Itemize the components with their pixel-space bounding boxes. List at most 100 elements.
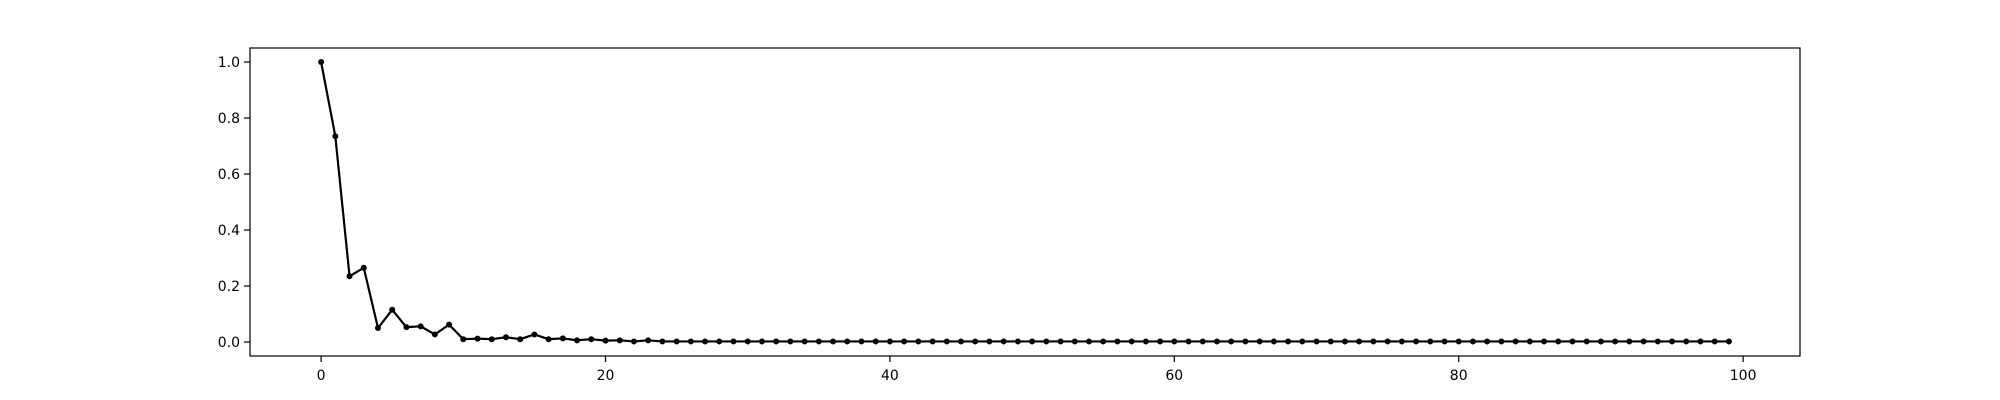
data-point-91	[1612, 338, 1619, 345]
y-tick-label: 0.8	[218, 111, 240, 127]
data-point-33	[787, 338, 794, 345]
data-point-94	[1654, 338, 1661, 345]
data-point-92	[1626, 338, 1633, 345]
data-point-22	[630, 338, 637, 345]
y-axis: 0.0 0.2 0.4 0.6 0.8 1.0	[218, 55, 250, 351]
y-tick-label: 0.2	[218, 279, 240, 295]
data-point-85	[1526, 338, 1533, 345]
data-point-50	[1029, 338, 1036, 345]
data-point-14	[517, 336, 524, 343]
data-point-60	[1171, 338, 1178, 345]
data-point-15	[531, 331, 538, 338]
x-tick-label: 20	[597, 368, 615, 384]
data-point-27	[702, 338, 709, 345]
data-point-26	[687, 338, 694, 345]
data-point-35	[815, 338, 822, 345]
data-point-4	[374, 325, 381, 331]
data-point-6	[403, 324, 410, 331]
data-point-12	[488, 336, 495, 343]
y-tick-label: 1.0	[218, 55, 240, 71]
x-tick-label: 100	[1730, 368, 1757, 384]
data-point-21	[616, 337, 623, 344]
data-point-68	[1285, 338, 1292, 345]
data-point-69	[1299, 338, 1306, 345]
data-point-3	[360, 264, 367, 271]
data-point-9	[446, 321, 453, 328]
data-point-43	[929, 338, 936, 345]
data-point-42	[915, 338, 922, 345]
data-point-7	[417, 323, 424, 330]
data-point-64	[1228, 338, 1235, 345]
data-point-56	[1114, 338, 1121, 345]
data-point-67	[1270, 338, 1277, 345]
x-tick-label: 80	[1450, 368, 1468, 384]
plot-frame	[249, 47, 1801, 357]
data-point-53	[1071, 338, 1078, 345]
data-point-37	[844, 338, 851, 345]
data-point-74	[1370, 338, 1377, 345]
data-point-24	[659, 338, 666, 345]
data-point-75	[1384, 338, 1391, 345]
x-tick-label: 40	[881, 368, 899, 384]
data-point-40	[886, 338, 893, 345]
x-axis: 0 20 40 60 80 100	[317, 356, 1757, 384]
data-point-83	[1498, 338, 1505, 345]
data-point-99	[1725, 338, 1732, 345]
data-point-98	[1711, 338, 1718, 345]
data-point-48	[1000, 338, 1007, 345]
data-point-66	[1256, 338, 1263, 345]
data-point-5	[389, 306, 396, 313]
data-point-54	[1085, 338, 1092, 345]
data-point-16	[545, 336, 552, 343]
data-point-84	[1512, 338, 1519, 345]
data-point-31	[758, 338, 765, 345]
data-point-13	[502, 334, 509, 341]
data-point-49	[1014, 338, 1021, 345]
data-point-62	[1199, 338, 1206, 345]
data-point-73	[1356, 338, 1363, 345]
data-point-18	[574, 337, 581, 344]
data-point-61	[1185, 338, 1192, 345]
data-point-59	[1157, 338, 1164, 345]
series-line	[320, 61, 1729, 343]
data-point-90	[1597, 338, 1604, 345]
data-point-78	[1427, 338, 1434, 345]
data-point-20	[602, 337, 609, 344]
data-point-77	[1413, 338, 1420, 345]
data-point-36	[830, 338, 837, 345]
data-point-88	[1569, 338, 1576, 345]
data-point-55	[1100, 338, 1107, 345]
data-point-81	[1469, 338, 1476, 345]
data-point-34	[801, 338, 808, 345]
data-point-29	[730, 338, 737, 345]
data-point-1	[332, 133, 339, 140]
data-point-63	[1213, 338, 1220, 345]
data-point-47	[986, 338, 993, 345]
data-point-82	[1484, 338, 1491, 345]
data-point-39	[872, 338, 879, 345]
data-point-97	[1697, 338, 1704, 345]
data-point-51	[1043, 338, 1050, 345]
data-point-38	[858, 338, 865, 345]
data-point-93	[1640, 338, 1647, 345]
data-point-28	[716, 338, 723, 345]
data-point-65	[1242, 338, 1249, 345]
data-point-96	[1683, 338, 1690, 345]
data-point-76	[1398, 338, 1405, 345]
data-point-86	[1541, 338, 1548, 345]
data-point-72	[1341, 338, 1348, 345]
data-point-57	[1128, 338, 1135, 345]
data-point-23	[645, 337, 652, 344]
data-point-44	[943, 338, 950, 345]
data-point-30	[744, 338, 751, 345]
data-point-8	[431, 331, 438, 338]
data-point-41	[901, 338, 908, 345]
y-tick-label: 0.0	[218, 335, 240, 351]
y-tick-label: 0.6	[218, 167, 240, 183]
data-point-52	[1057, 338, 1064, 345]
data-point-10	[460, 336, 467, 343]
data-point-0	[318, 59, 325, 65]
x-tick-label: 60	[1165, 368, 1183, 384]
data-point-95	[1669, 338, 1676, 345]
